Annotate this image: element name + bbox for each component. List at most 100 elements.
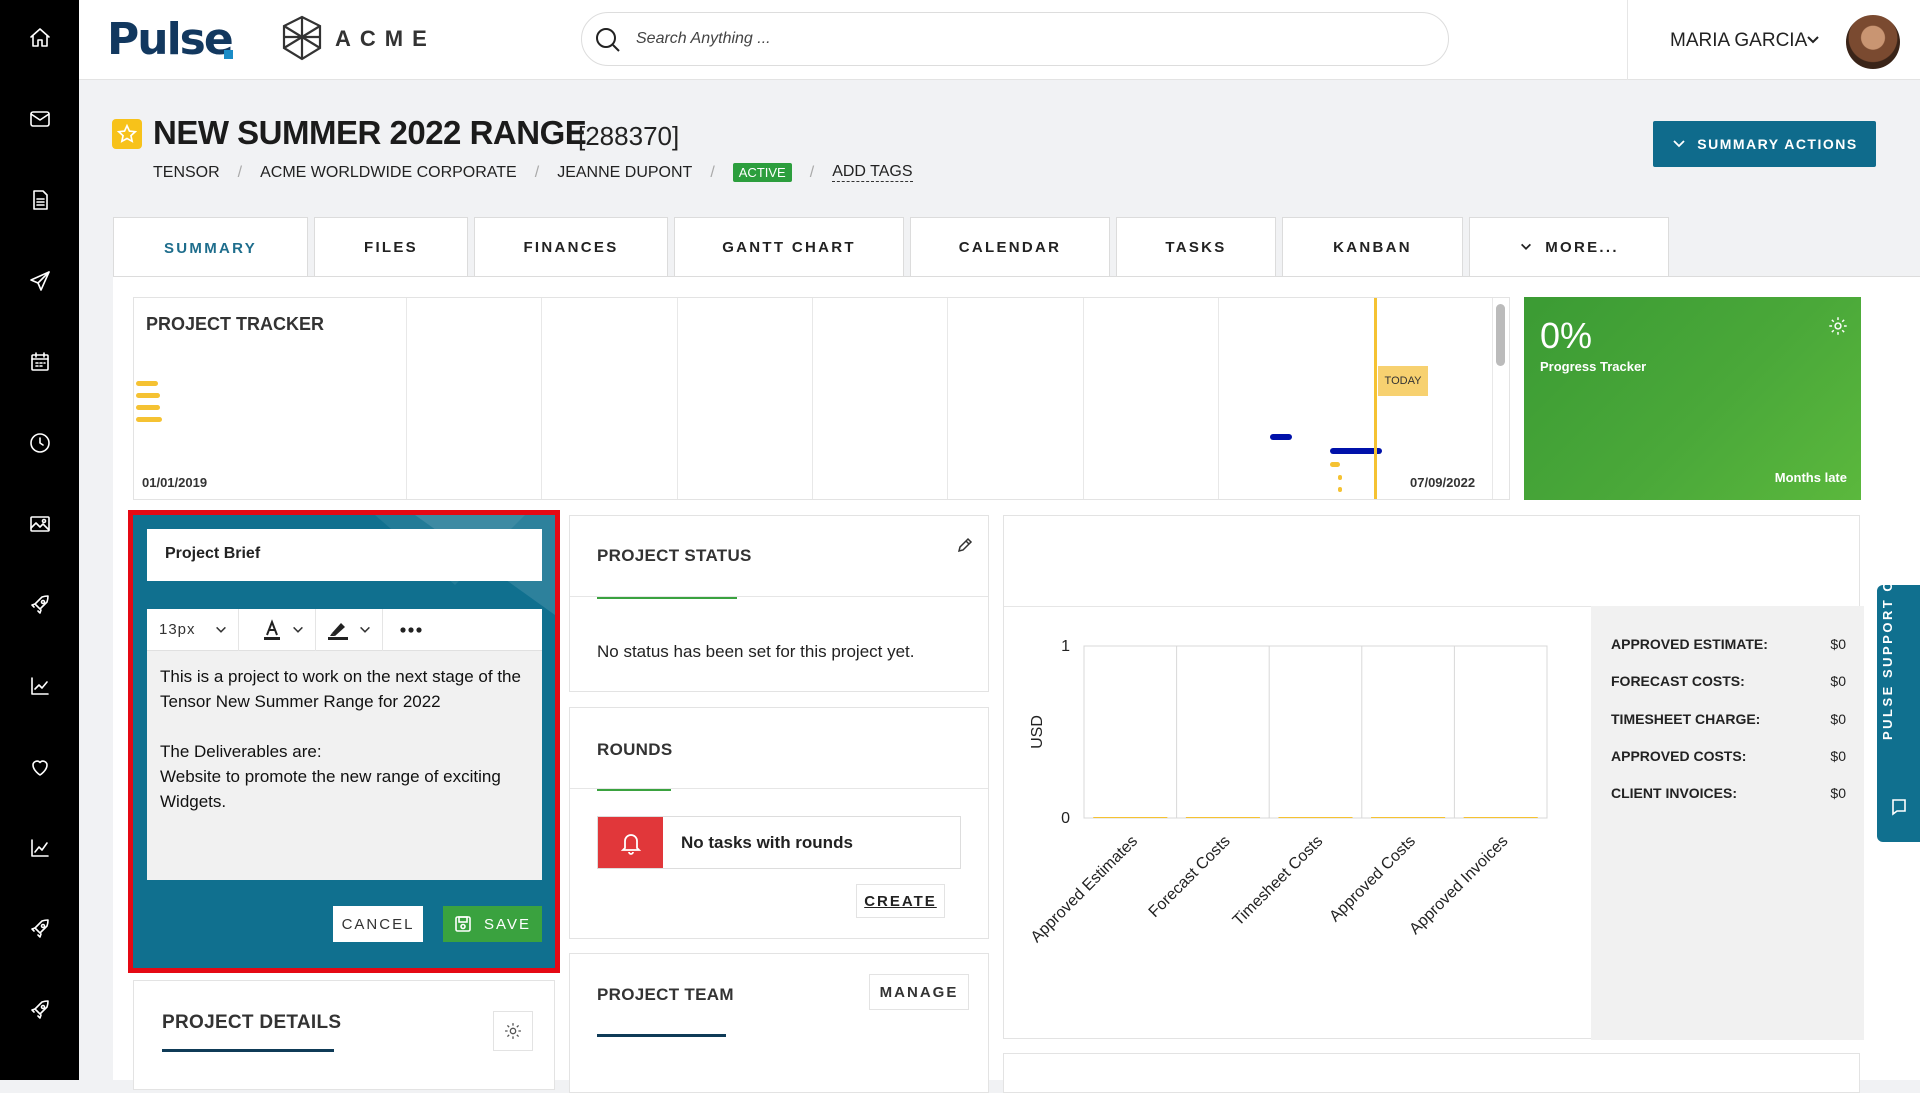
card-divider — [570, 596, 988, 597]
save-button[interactable]: SAVE — [443, 906, 542, 942]
sidebar-item-home[interactable] — [0, 8, 79, 68]
favourite-star-icon[interactable] — [112, 119, 142, 149]
gear-icon[interactable] — [1827, 315, 1849, 337]
font-size-select[interactable]: 13px — [147, 608, 239, 651]
tab-calendar[interactable]: CALENDAR — [910, 217, 1110, 277]
brief-text[interactable]: This is a project to work on the next st… — [160, 664, 530, 814]
chart-icon — [30, 839, 49, 857]
acme-logo-text: ACME — [335, 26, 436, 51]
highlight-color-select[interactable] — [316, 608, 383, 651]
search-bar[interactable] — [581, 12, 1449, 66]
brief-paragraph: This is a project to work on the next st… — [160, 667, 521, 711]
tracker-task-bar[interactable] — [1338, 475, 1342, 480]
sidebar-item-time[interactable] — [0, 413, 79, 473]
user-menu-name[interactable]: MARIA GARCIA — [1670, 30, 1808, 51]
tracker-task-bar[interactable] — [1330, 462, 1340, 467]
tracker-task-bar[interactable] — [136, 381, 158, 386]
selection-highlight — [128, 510, 560, 973]
y-axis-label: USD — [1029, 715, 1046, 749]
tracker-task-bar[interactable] — [136, 393, 160, 398]
search-icon — [596, 28, 620, 52]
sidebar-item-analytics[interactable] — [0, 818, 79, 878]
sidebar-item-launch-2[interactable] — [0, 899, 79, 959]
sidebar-item-documents[interactable] — [0, 170, 79, 230]
edit-pencil-icon[interactable] — [956, 536, 974, 554]
highlighter-icon — [327, 622, 348, 640]
project-tracker: PROJECT TRACKER TODAY 01/01/2019 07/09/2… — [133, 297, 1510, 500]
tracker-start-date: 01/01/2019 — [142, 475, 208, 490]
chart-bar — [1093, 817, 1168, 818]
font-color-select[interactable] — [239, 608, 316, 651]
summary-actions-label: SUMMARY ACTIONS — [1697, 136, 1858, 152]
support-chat-tab[interactable]: PULSE SUPPORT CHAT — [1877, 546, 1920, 842]
clock-icon — [29, 433, 50, 453]
tab-kanban[interactable]: KANBAN — [1282, 217, 1463, 277]
font-size-value: 13px — [159, 621, 196, 638]
tracker-task-bar[interactable] — [1338, 487, 1342, 492]
more-icon — [399, 626, 422, 633]
chevron-down-icon — [215, 626, 226, 633]
tracker-scrollbar[interactable] — [1496, 304, 1505, 366]
rounds-title: ROUNDS — [597, 740, 673, 759]
project-status-text: No status has been set for this project … — [597, 642, 915, 661]
brief-editor[interactable]: 13px This is a project to work on the ne… — [147, 608, 542, 880]
sidebar-item-calendar[interactable] — [0, 332, 79, 392]
breadcrumb-separator: / — [534, 163, 540, 181]
project-team-card: PROJECT TEAM MANAGE — [569, 953, 989, 1093]
sidebar-item-launch-3[interactable] — [0, 980, 79, 1040]
document-icon — [32, 190, 48, 210]
chevron-down-icon[interactable] — [1805, 32, 1821, 48]
topbar-divider — [1627, 0, 1628, 80]
breadcrumb-client[interactable]: TENSOR — [153, 163, 220, 181]
search-input[interactable] — [636, 25, 1416, 53]
add-tags-link[interactable]: ADD TAGS — [832, 163, 913, 182]
x-tick-label: Approved Invoices — [1406, 833, 1511, 938]
summary-actions-button[interactable]: SUMMARY ACTIONS — [1653, 121, 1876, 167]
status-badge[interactable]: ACTIVE — [732, 163, 792, 182]
bell-icon — [598, 817, 663, 868]
editor-toolbar: 13px — [147, 608, 542, 651]
finance-row: CLIENT INVOICES: $0 — [1611, 785, 1846, 801]
cancel-button[interactable]: CANCEL — [333, 906, 423, 942]
finance-row: APPROVED ESTIMATE: $0 — [1611, 636, 1846, 652]
card-divider — [1004, 606, 1859, 607]
finance-value: $0 — [1830, 785, 1846, 801]
details-settings-button[interactable] — [493, 1011, 533, 1051]
breadcrumb-account[interactable]: ACME WORLDWIDE CORPORATE — [260, 163, 517, 181]
breadcrumb-owner[interactable]: JEANNE DUPONT — [557, 163, 693, 181]
tracker-gridline — [1492, 298, 1493, 499]
tracker-milestone-bar[interactable] — [1330, 448, 1382, 454]
finance-row: FORECAST COSTS: $0 — [1611, 673, 1846, 689]
tab-finances[interactable]: FINANCES — [474, 217, 668, 277]
manage-team-button[interactable]: MANAGE — [869, 974, 969, 1010]
finance-summary-card: 1 0 USD Approved Estimates Forecast Costs Tim… — [1003, 515, 1864, 1040]
create-round-button[interactable]: CREATE — [856, 884, 945, 918]
finance-label: APPROVED ESTIMATE: — [1611, 636, 1768, 652]
tab-tasks[interactable]: TASKS — [1116, 217, 1276, 277]
sidebar-item-reports[interactable] — [0, 656, 79, 716]
tracker-task-bar[interactable] — [136, 405, 160, 410]
tab-summary[interactable]: SUMMARY — [113, 217, 308, 279]
x-tick-label: Forecast Costs — [1146, 833, 1234, 921]
tab-files[interactable]: FILES — [314, 217, 468, 277]
support-chat-label: PULSE SUPPORT CHAT — [1880, 546, 1895, 740]
tracker-milestone-bar[interactable] — [1270, 434, 1292, 440]
project-details-title: PROJECT DETAILS — [162, 1012, 342, 1033]
tab-more[interactable]: MORE... — [1469, 217, 1669, 277]
breadcrumb-separator: / — [710, 163, 715, 181]
sidebar-item-favourites[interactable] — [0, 737, 79, 797]
sidebar-item-send[interactable] — [0, 251, 79, 311]
user-avatar[interactable] — [1846, 15, 1900, 69]
x-tick-label: Timesheet Costs — [1230, 833, 1326, 929]
tracker-task-bar[interactable] — [136, 417, 162, 422]
sidebar-item-mail[interactable] — [0, 89, 79, 149]
sidebar-item-launch[interactable] — [0, 575, 79, 635]
pulse-logo[interactable]: Pulse — [107, 14, 234, 65]
more-options-button[interactable] — [383, 609, 433, 651]
sidebar-item-images[interactable] — [0, 494, 79, 554]
project-team-title: PROJECT TEAM — [597, 985, 734, 1004]
gear-icon — [505, 1023, 521, 1039]
chevron-down-icon — [359, 626, 370, 633]
finance-label: APPROVED COSTS: — [1611, 748, 1747, 764]
tab-gantt-chart[interactable]: GANTT CHART — [674, 217, 904, 277]
